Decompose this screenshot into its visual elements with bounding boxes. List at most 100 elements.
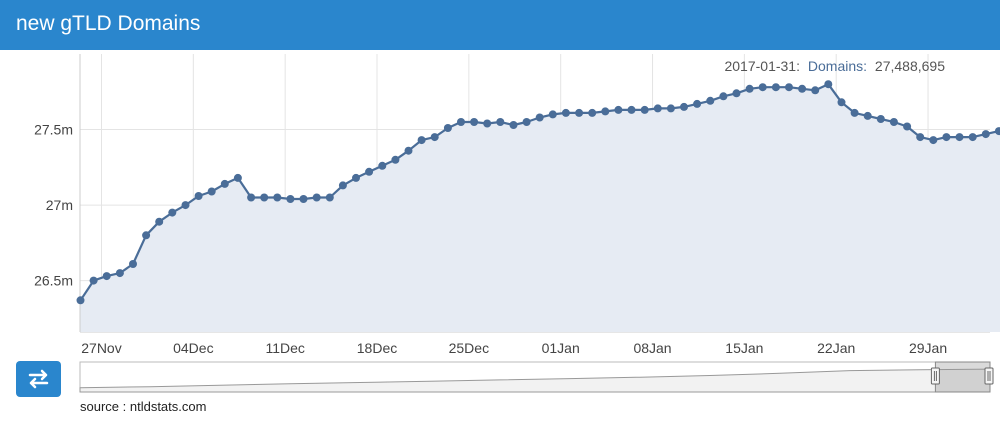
data-point[interactable] xyxy=(693,99,702,108)
data-point[interactable] xyxy=(942,133,951,142)
data-point[interactable] xyxy=(168,208,177,217)
y-tick-label: 27m xyxy=(46,197,73,213)
tooltip-series-name: Domains: xyxy=(808,58,867,74)
data-point[interactable] xyxy=(994,127,1000,136)
data-point[interactable] xyxy=(981,130,990,139)
x-tick-label: 11Dec xyxy=(265,340,304,356)
x-tick-label: 18Dec xyxy=(357,340,397,356)
data-point[interactable] xyxy=(233,173,242,182)
navigator-right-handle[interactable] xyxy=(984,367,994,385)
data-point[interactable] xyxy=(378,161,387,170)
data-point[interactable] xyxy=(850,108,859,117)
tooltip-date: 2017-01-31: xyxy=(724,58,800,74)
data-point[interactable] xyxy=(575,108,584,117)
y-tick-label: 26.5m xyxy=(34,273,73,289)
data-point[interactable] xyxy=(299,195,308,203)
data-point[interactable] xyxy=(666,104,675,113)
x-tick-label: 15Jan xyxy=(725,340,763,356)
data-point[interactable] xyxy=(483,119,492,128)
data-point[interactable] xyxy=(365,167,374,176)
navigator[interactable] xyxy=(79,361,994,393)
data-point[interactable] xyxy=(588,108,597,117)
data-point[interactable] xyxy=(115,269,124,278)
series-area xyxy=(80,84,1000,332)
data-point[interactable] xyxy=(745,84,754,93)
data-point[interactable] xyxy=(561,108,570,117)
data-point[interactable] xyxy=(404,146,413,155)
data-point[interactable] xyxy=(457,118,465,126)
navigator-left-handle[interactable] xyxy=(930,367,940,385)
source-credit: source : ntldstats.com xyxy=(80,399,207,414)
navigator-toggle-button[interactable] xyxy=(16,361,61,397)
x-tick-label: 04Dec xyxy=(173,340,213,356)
data-point[interactable] xyxy=(247,193,256,202)
data-point[interactable] xyxy=(548,110,557,119)
data-point[interactable] xyxy=(929,136,938,145)
data-point[interactable] xyxy=(181,201,190,210)
x-axis-labels: 27Nov 04Dec 11Dec 18Dec 25Dec 01Jan 08Jan 15Jan… xyxy=(81,340,947,356)
y-axis-labels: 26.5m 27m 27.5m xyxy=(34,122,73,289)
data-point[interactable] xyxy=(758,83,767,92)
data-point[interactable] xyxy=(627,105,636,114)
data-point[interactable] xyxy=(443,124,452,132)
data-point[interactable] xyxy=(496,118,505,126)
data-point[interactable] xyxy=(417,136,426,145)
data-point[interactable] xyxy=(732,89,741,98)
data-point[interactable] xyxy=(325,193,334,202)
data-point[interactable] xyxy=(614,105,623,114)
data-point[interactable] xyxy=(129,260,137,268)
data-point[interactable] xyxy=(653,104,662,113)
data-point[interactable] xyxy=(194,192,203,200)
data-point[interactable] xyxy=(863,111,872,120)
tooltip-value: 27,488,695 xyxy=(875,58,945,74)
data-point[interactable] xyxy=(89,276,98,285)
data-point[interactable] xyxy=(522,118,531,126)
series-points[interactable] xyxy=(76,80,1000,305)
data-point[interactable] xyxy=(76,296,85,305)
x-tick-label: 01Jan xyxy=(542,340,580,356)
data-point[interactable] xyxy=(798,84,807,93)
navigator-series xyxy=(79,368,991,393)
data-point[interactable] xyxy=(680,102,688,111)
data-point[interactable] xyxy=(220,179,229,188)
data-point[interactable] xyxy=(889,118,898,126)
page-title: new gTLD Domains xyxy=(16,12,201,35)
y-tick-label: 27.5m xyxy=(34,122,73,138)
data-point[interactable] xyxy=(876,115,885,123)
header-bar: new gTLD Domains xyxy=(0,0,1000,50)
data-point[interactable] xyxy=(640,105,649,114)
data-point[interactable] xyxy=(391,155,400,164)
data-point[interactable] xyxy=(968,133,977,142)
x-tick-label: 27Nov xyxy=(81,340,121,356)
data-point[interactable] xyxy=(509,121,518,129)
data-point[interactable] xyxy=(903,122,912,131)
area-fill-layer xyxy=(80,84,1000,332)
data-point[interactable] xyxy=(916,133,925,142)
navigator-selection[interactable] xyxy=(934,361,991,393)
data-point[interactable] xyxy=(102,272,111,281)
data-point[interactable] xyxy=(207,187,216,196)
x-tick-label: 22Jan xyxy=(817,340,855,356)
data-point[interactable] xyxy=(719,92,728,101)
data-point[interactable] xyxy=(273,193,282,202)
data-point[interactable] xyxy=(352,173,360,182)
data-point[interactable] xyxy=(312,193,321,202)
data-point[interactable] xyxy=(955,133,964,142)
data-point[interactable] xyxy=(470,118,479,126)
data-point[interactable] xyxy=(837,98,846,107)
data-point[interactable] xyxy=(260,193,269,202)
data-point[interactable] xyxy=(601,107,610,116)
data-point[interactable] xyxy=(824,80,833,89)
x-tick-label: 25Dec xyxy=(449,340,489,356)
data-point[interactable] xyxy=(430,133,439,142)
data-point[interactable] xyxy=(142,231,151,240)
data-point[interactable] xyxy=(338,181,347,190)
data-point[interactable] xyxy=(535,113,544,122)
chart: 26.5m 27m 27.5m 27Nov 04Dec 11Dec 18Dec 25Dec 0… xyxy=(34,54,1000,393)
data-point[interactable] xyxy=(155,217,164,226)
data-point[interactable] xyxy=(785,83,793,92)
data-point[interactable] xyxy=(771,83,780,92)
data-point[interactable] xyxy=(706,96,715,105)
data-point[interactable] xyxy=(811,86,820,95)
data-point[interactable] xyxy=(286,195,295,203)
